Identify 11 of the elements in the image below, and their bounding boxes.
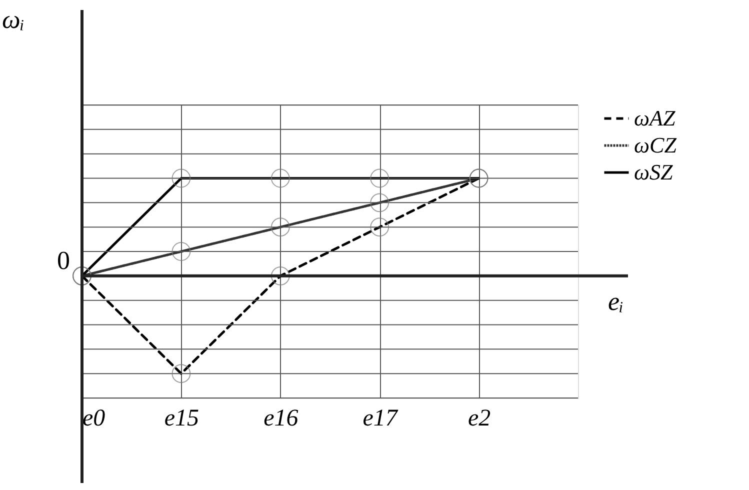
text: 0 — [57, 246, 70, 275]
x-tick-label: e0 — [82, 406, 106, 432]
legend-label: ωSZ — [634, 160, 674, 184]
x-tick-label: e16 — [264, 406, 298, 432]
x-tick-label: e15 — [164, 406, 200, 432]
x-tick-label: e2 — [468, 406, 491, 432]
legend-label: ωCZ — [634, 132, 678, 158]
x-axis-title: eᵢ — [608, 286, 624, 316]
x-tick-label: e17 — [362, 406, 398, 432]
y-axis-title: ωᵢ — [2, 5, 24, 34]
legend-label: ωAZ — [634, 106, 676, 130]
